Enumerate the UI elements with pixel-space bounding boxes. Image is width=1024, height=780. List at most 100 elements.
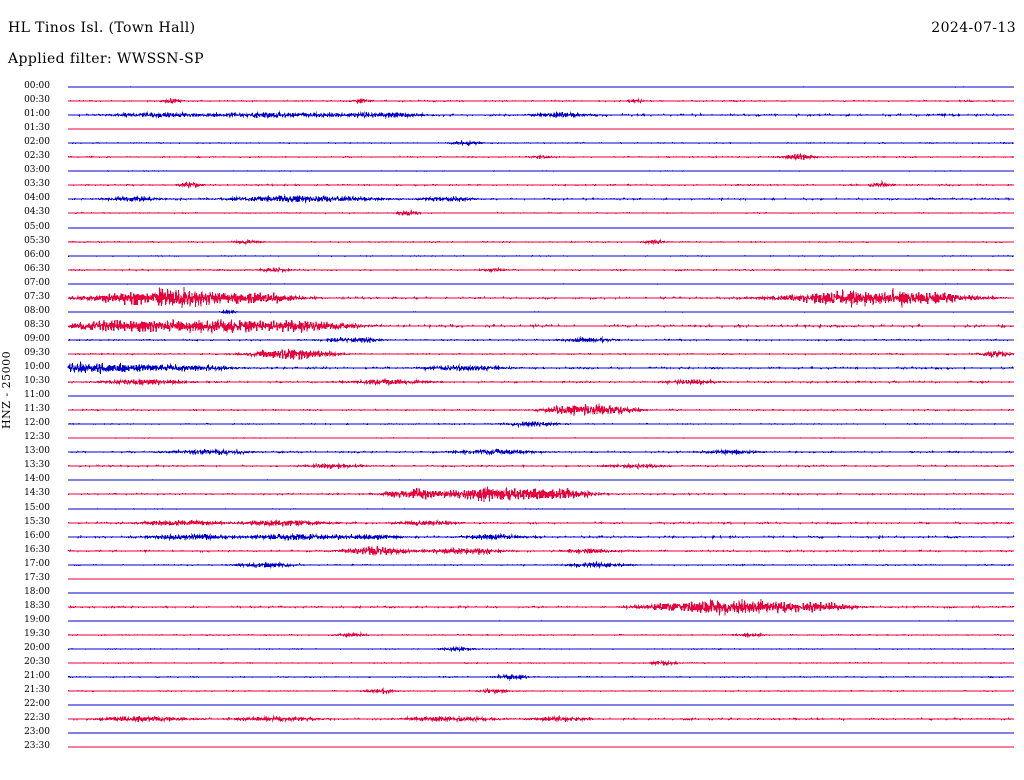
seismic-trace: [67, 673, 1014, 682]
seismic-trace: [67, 486, 1015, 503]
trace-row: [67, 726, 1015, 740]
trace-row: [68, 122, 1015, 136]
time-axis-label: 15:00: [24, 502, 50, 513]
time-axis-label: 17:00: [24, 558, 50, 569]
trace-row: [67, 516, 1015, 530]
time-axis-label: 03:30: [24, 179, 50, 190]
seismic-trace: [67, 560, 1014, 569]
time-axis-label: 21:30: [24, 685, 50, 696]
time-axis-label: 02:30: [24, 151, 50, 162]
time-axis-label: 15:30: [24, 516, 50, 527]
time-axis-label: 00:00: [24, 81, 50, 91]
seismic-trace: [67, 265, 1015, 274]
trace-row: [67, 150, 1015, 164]
trace-row: [67, 347, 1015, 361]
trace-row: [67, 572, 1015, 586]
trace-row: [67, 544, 1015, 558]
time-axis-label: 08:00: [24, 305, 50, 316]
trace-row: [67, 459, 1015, 473]
applied-filter-label: Applied filter: WWSSN-SP: [8, 51, 204, 67]
trace-row: [67, 389, 1015, 403]
seismic-trace: [68, 308, 1015, 315]
seismic-trace: [67, 631, 1014, 639]
seismic-trace: [67, 318, 1015, 334]
seismic-trace: [67, 532, 1015, 541]
time-axis-label: 10:00: [24, 362, 50, 372]
trace-row: [67, 740, 1014, 754]
seismic-trace: [67, 545, 1015, 556]
trace-row: [67, 656, 1015, 670]
trace-row: [67, 598, 1015, 616]
trace-row: [67, 249, 1015, 263]
seismic-trace: [68, 448, 1015, 457]
trace-row: [67, 333, 1015, 347]
trace-row: [67, 712, 1015, 726]
time-axis-label: 08:30: [24, 319, 50, 330]
trace-row: [67, 263, 1015, 277]
seismic-trace: [67, 403, 1015, 416]
time-axis-label: 14:30: [24, 488, 50, 499]
seismic-trace: [67, 659, 1015, 667]
seismic-trace: [67, 180, 1015, 190]
seismic-trace: [67, 97, 1015, 105]
time-axis-label: 20:00: [24, 643, 50, 653]
trace-row: [67, 628, 1014, 642]
seismic-trace: [67, 286, 1015, 308]
trace-row: [67, 670, 1014, 684]
time-axis-label: 05:00: [24, 221, 50, 232]
time-axis-label: 16:30: [24, 544, 50, 555]
trace-row: [68, 305, 1015, 319]
trace-row: [67, 164, 1015, 178]
trace-row: [67, 108, 1014, 122]
time-axis-label: 14:00: [24, 474, 50, 485]
page-title: HL Tinos Isl. (Town Hall): [8, 20, 196, 36]
time-axis-label: 19:30: [24, 628, 50, 639]
seismic-trace: [67, 598, 1015, 616]
trace-row: [67, 178, 1015, 192]
trace-row: [67, 642, 1015, 656]
time-axis-label: 19:00: [24, 614, 50, 625]
trace-row: [67, 277, 1015, 291]
time-axis-label: 12:00: [24, 418, 50, 429]
trace-row: [67, 614, 1015, 628]
time-axis-label: 09:30: [24, 347, 50, 358]
trace-row: [67, 417, 1015, 431]
time-axis-label: 10:30: [24, 376, 50, 387]
trace-row: [67, 431, 1014, 445]
seismic-trace: [67, 194, 1015, 205]
seismic-trace: [67, 714, 1015, 724]
time-axis-label: 20:30: [24, 657, 50, 668]
seismic-trace: [67, 139, 1015, 147]
trace-row: [67, 235, 1015, 249]
time-axis-label: 04:30: [24, 207, 50, 218]
record-date: 2024-07-13: [931, 20, 1016, 36]
trace-row: [67, 502, 1014, 516]
trace-row: [67, 80, 1015, 94]
trace-row: [67, 558, 1014, 572]
trace-row: [67, 318, 1015, 334]
seismic-trace: [67, 152, 1015, 162]
trace-row: [67, 486, 1015, 503]
time-axis-label: 13:00: [24, 446, 50, 457]
trace-row: [67, 206, 1015, 220]
seismic-trace: [67, 347, 1015, 361]
time-axis-label: 13:30: [24, 460, 50, 471]
helicorder-plot: 00:00 00:30 01:00 01:30 02:00 02:30 03:00 03:30…: [0, 78, 1024, 773]
trace-row: [67, 94, 1015, 108]
time-axis-label: 05:30: [24, 235, 50, 246]
time-axis-label: 07:00: [24, 277, 50, 288]
trace-row: [67, 375, 1015, 389]
time-axis-label: 01:30: [24, 123, 50, 134]
seismic-trace: [67, 209, 1015, 217]
trace-row: [67, 586, 1014, 600]
time-axis-label: 21:00: [24, 671, 50, 682]
time-axis-label: 06:00: [24, 249, 50, 260]
trace-row: [67, 286, 1015, 308]
time-axis-label: 07:30: [24, 291, 50, 302]
time-axis-label: 11:00: [24, 390, 50, 401]
seismic-trace: [67, 361, 1014, 375]
time-axis-label: 18:00: [24, 586, 50, 597]
seismic-trace: [67, 254, 1015, 257]
trace-row: [67, 530, 1015, 544]
time-axis-label: 22:00: [24, 699, 50, 710]
